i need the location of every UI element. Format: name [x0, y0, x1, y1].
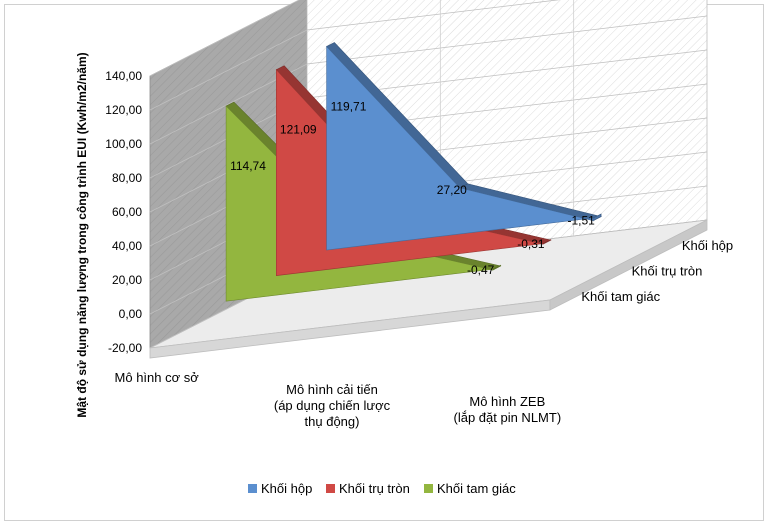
depth-label: Khối tam giác [581, 289, 660, 304]
ribbon-front [326, 45, 594, 251]
legend-swatch [248, 484, 257, 493]
legend: Khối hộp Khối trụ tròn Khối tam giác [248, 481, 516, 496]
category-label: Mô hình ZEB [469, 394, 545, 409]
gridline [149, 0, 301, 77]
category-label: (áp dụng chiến lược [274, 398, 391, 413]
data-label: -0,31 [517, 237, 545, 251]
category-label: (lắp đặt pin NLMT) [454, 410, 562, 425]
y-tick-label: 40,00 [112, 239, 142, 253]
data-label: 27,20 [437, 183, 467, 197]
data-label: -0,47 [467, 263, 495, 277]
legend-label: Khối hộp [261, 481, 312, 496]
y-tick-labels: -20,00 0,00 20,00 40,00 60,00 80,00 100,00 120,… [105, 69, 142, 355]
y-axis-label: Mật độ sử dụng năng lượng trong công trì… [75, 52, 89, 417]
y-tick-label: 60,00 [112, 205, 142, 219]
y-tick-label: -20,00 [108, 341, 142, 355]
data-label: 119,71 [331, 99, 367, 113]
y-tick-label: 120,00 [105, 103, 142, 117]
legend-swatch [424, 484, 433, 493]
data-label: 114,74 [230, 159, 266, 173]
category-labels: Mô hình cơ sở Mô hình cải tiến(áp dụng ch… [115, 370, 562, 429]
depth-label: Khối trụ tròn [632, 264, 703, 279]
category-label: Mô hình cải tiến [286, 382, 378, 397]
category-label: thụ động) [305, 414, 360, 429]
legend-label: Khối tam giác [437, 481, 516, 496]
data-label: 121,09 [280, 123, 317, 137]
series-1: 119,71 27,20 -1,51 [326, 42, 602, 251]
series-group: 114,7426,92-0,47121,0927,18-0,31119,7127… [225, 42, 602, 302]
y-tick-label: 100,00 [105, 137, 142, 151]
depth-axis-labels: Khối hộp Khối trụ tròn Khối tam giác [581, 238, 733, 304]
y-tick-label: 0,00 [119, 307, 143, 321]
depth-label: Khối hộp [682, 238, 733, 253]
data-label: -1,51 [567, 214, 595, 228]
legend-swatch [326, 484, 335, 493]
y-tick-label: 20,00 [112, 273, 142, 287]
gridline [149, 0, 561, 111]
y-tick-label: 80,00 [112, 171, 142, 185]
legend-label: Khối trụ tròn [339, 481, 410, 496]
y-tick-label: 140,00 [105, 69, 142, 83]
floor-right-edge [549, 219, 708, 311]
category-label: Mô hình cơ sở [115, 370, 200, 385]
